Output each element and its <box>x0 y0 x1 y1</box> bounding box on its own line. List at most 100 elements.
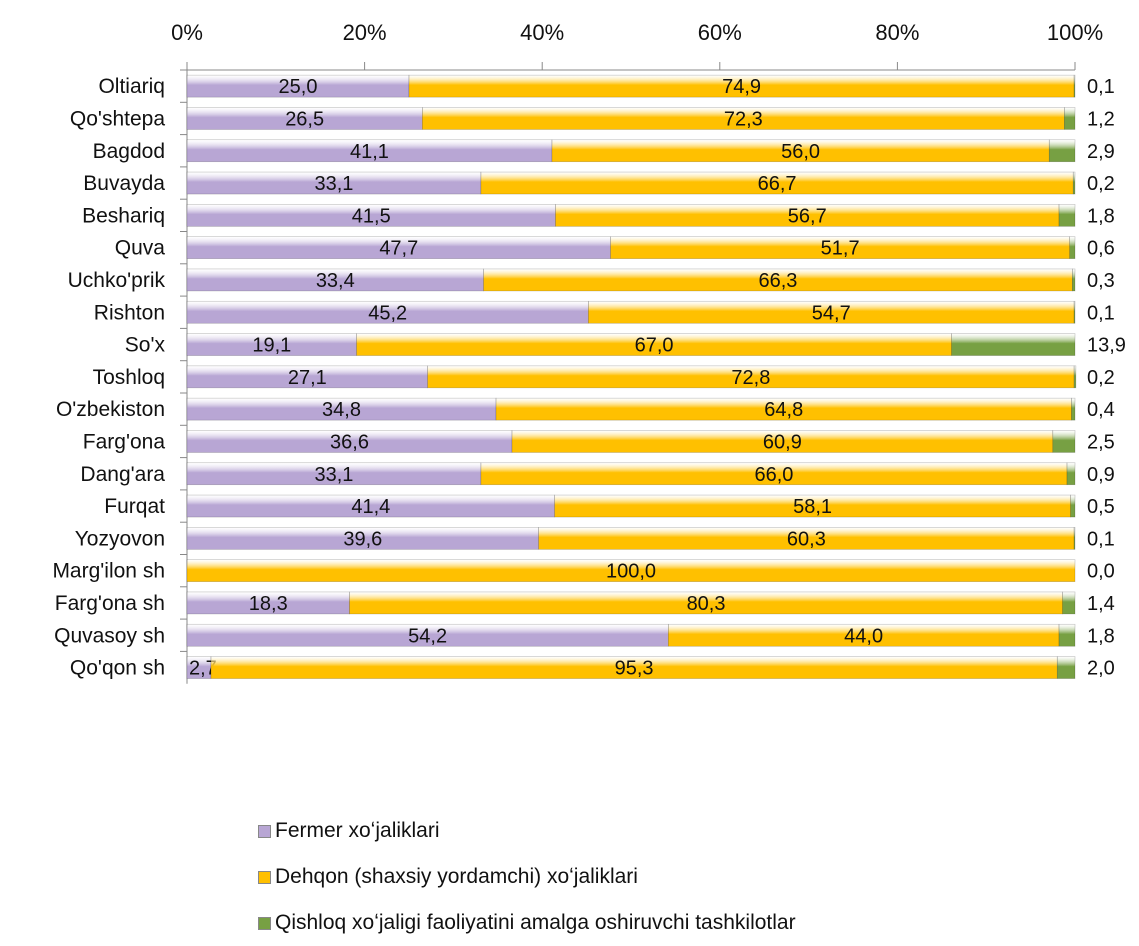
bar-segment <box>1056 656 1076 679</box>
data-label: 0,2 <box>1087 173 1115 195</box>
data-label: 39,6 <box>343 528 382 550</box>
data-label: 0,9 <box>1087 464 1115 486</box>
category-label: So'x <box>125 334 166 357</box>
data-label: 41,1 <box>350 141 389 163</box>
legend-label-fermer: Fermer xoʻjaliklari <box>275 819 440 842</box>
data-label: 66,0 <box>754 464 793 486</box>
legend: Fermer xoʻjaliklari Dehqon (shaxsiy yord… <box>258 808 796 946</box>
data-label: 2,9 <box>1087 141 1115 163</box>
data-label: 33,4 <box>316 270 355 292</box>
data-label: 0,0 <box>1087 561 1115 583</box>
data-label: 0,2 <box>1087 367 1115 389</box>
bar-segment <box>1073 527 1076 550</box>
bar-segment <box>1072 171 1076 195</box>
bar-segment <box>588 300 1075 324</box>
data-label: 54,7 <box>812 302 851 324</box>
category-label: Marg'ilon sh <box>52 560 165 583</box>
data-label: 2,0 <box>1087 658 1115 680</box>
x-tick-label: 20% <box>343 20 387 45</box>
legend-swatch-dehqon <box>258 870 271 884</box>
legend-item-fermer: Fermer xoʻjaliklari <box>258 808 796 854</box>
category-label: O'zbekiston <box>56 398 165 421</box>
legend-swatch-tashkilotlar <box>258 916 271 930</box>
category-label: Bagdod <box>93 140 165 163</box>
x-tick-label: 0% <box>171 20 203 45</box>
data-label: 19,1 <box>252 335 291 357</box>
data-label: 0,3 <box>1087 270 1115 292</box>
data-label: 1,4 <box>1087 593 1115 615</box>
data-label: 0,1 <box>1087 528 1115 550</box>
category-label: Furqat <box>104 495 165 518</box>
category-label: Farg'ona <box>83 430 166 453</box>
category-label: Buvayda <box>83 172 165 195</box>
data-label: 45,2 <box>368 302 407 324</box>
data-label: 0,6 <box>1087 238 1115 260</box>
category-label: Yozyovon <box>75 527 165 550</box>
data-label: 0,4 <box>1087 399 1115 421</box>
data-label: 66,7 <box>758 173 797 195</box>
bar-segment <box>1058 623 1076 647</box>
bar-segment <box>1062 591 1076 615</box>
data-label: 18,3 <box>249 593 288 615</box>
category-label: Qo'qon sh <box>70 657 165 680</box>
data-label: 0,1 <box>1087 76 1115 98</box>
data-label: 36,6 <box>330 431 369 453</box>
category-label: Rishton <box>94 301 165 324</box>
category-label: Farg'ona sh <box>55 592 165 615</box>
legend-swatch-fermer <box>258 824 271 838</box>
data-label: 72,8 <box>731 367 770 389</box>
data-label: 72,3 <box>724 108 763 130</box>
bar-segment <box>1073 365 1077 389</box>
data-label: 27,1 <box>288 367 327 389</box>
data-label: 51,7 <box>821 238 860 260</box>
category-label: Dang'ara <box>80 463 165 486</box>
data-label: 60,9 <box>763 431 802 453</box>
data-label: 64,8 <box>764 399 803 421</box>
data-label: 66,3 <box>758 270 797 292</box>
category-label: Oltiariq <box>98 75 165 98</box>
data-label: 41,4 <box>351 496 390 518</box>
legend-label-dehqon: Dehqon (shaxsiy yordamchi) xoʻjaliklari <box>275 865 638 888</box>
bar-segment <box>1048 139 1076 163</box>
bar-segment <box>1069 236 1076 259</box>
data-label: 1,2 <box>1087 108 1115 130</box>
legend-item-dehqon: Dehqon (shaxsiy yordamchi) xoʻjaliklari <box>258 854 796 900</box>
data-label: 13,9 <box>1087 335 1126 357</box>
bar-segment <box>1052 430 1076 453</box>
data-label: 2,7 <box>189 658 217 680</box>
bar-segment <box>1058 204 1076 227</box>
data-label: 47,7 <box>379 238 418 260</box>
data-label: 2,5 <box>1087 431 1115 453</box>
bar-segment <box>1071 397 1076 421</box>
data-label: 44,0 <box>844 625 883 647</box>
x-tick-label: 40% <box>520 20 564 45</box>
category-label: Beshariq <box>82 204 165 227</box>
data-label: 60,3 <box>787 528 826 550</box>
data-label: 41,5 <box>352 205 391 227</box>
data-label: 56,0 <box>781 141 820 163</box>
data-label: 95,3 <box>615 658 654 680</box>
data-label: 0,5 <box>1087 496 1115 518</box>
x-tick-label: 80% <box>875 20 919 45</box>
category-label: Quvasoy sh <box>54 624 165 647</box>
data-label: 0,1 <box>1087 302 1115 324</box>
category-label: Quva <box>115 237 166 260</box>
data-label: 33,1 <box>314 464 353 486</box>
category-label: Uchko'prik <box>68 269 166 292</box>
x-tick-label: 60% <box>698 20 742 45</box>
x-tick-label: 100% <box>1047 20 1103 45</box>
bar-segment <box>186 494 555 518</box>
bar-segment <box>1072 268 1076 292</box>
bar-segment <box>951 333 1076 356</box>
data-label: 54,2 <box>408 625 447 647</box>
data-label: 58,1 <box>793 496 832 518</box>
data-label: 67,0 <box>635 335 674 357</box>
data-label: 26,5 <box>285 108 324 130</box>
data-label: 1,8 <box>1087 205 1115 227</box>
bar-segment <box>1073 300 1076 324</box>
data-label: 56,7 <box>788 205 827 227</box>
legend-item-tashkilotlar: Qishloq xoʻjaligi faoliyatini amalga osh… <box>258 900 796 946</box>
data-label: 1,8 <box>1087 625 1115 647</box>
stacked-bar-chart: 0% 20% 40% 60% 80% 100% Oltiariq 25,0 74,9 0,1 Qo'… <box>52 20 1126 684</box>
data-label: 34,8 <box>322 399 361 421</box>
